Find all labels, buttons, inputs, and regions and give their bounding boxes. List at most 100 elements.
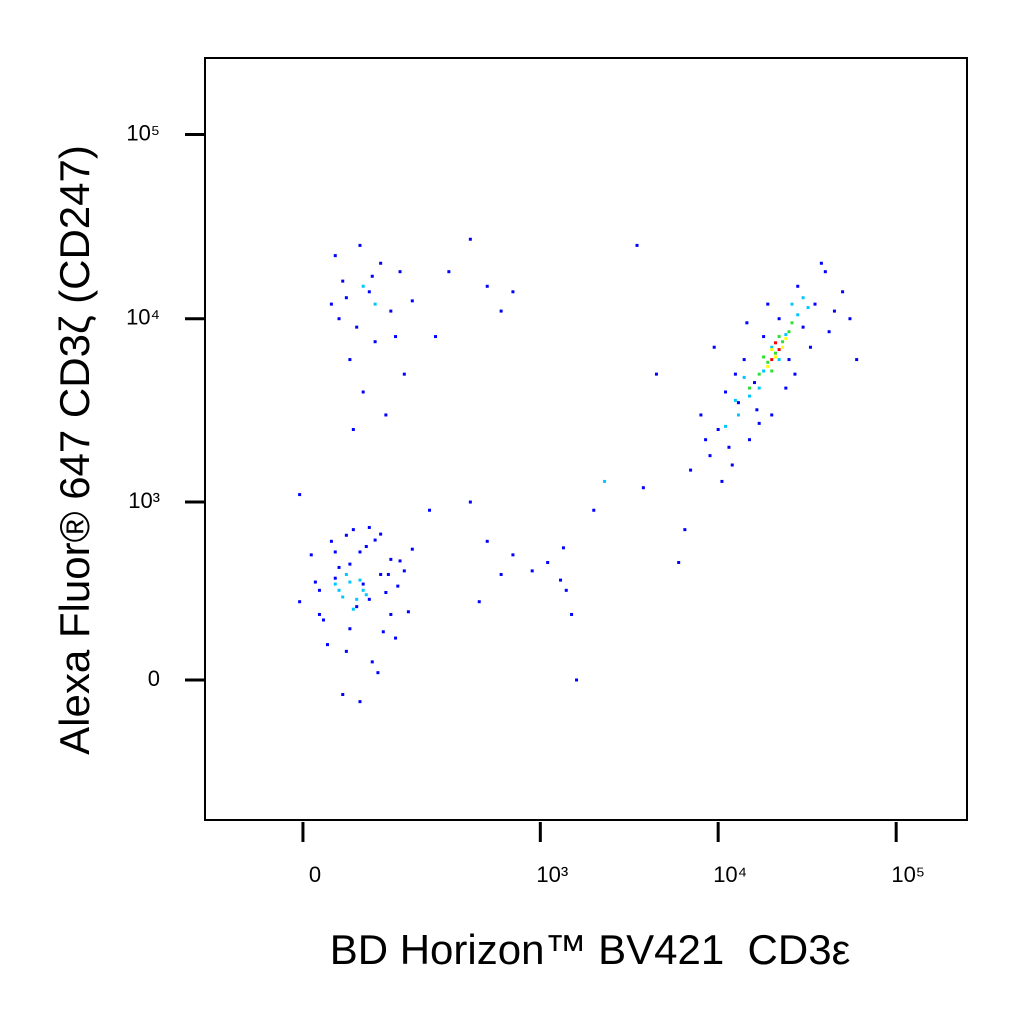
point xyxy=(766,365,770,369)
point xyxy=(777,358,781,362)
point xyxy=(355,325,359,329)
point xyxy=(341,279,345,283)
point xyxy=(781,345,785,349)
point xyxy=(784,386,788,390)
point xyxy=(402,569,406,573)
x-tick-label: 0 xyxy=(309,862,321,887)
point xyxy=(351,528,355,532)
point xyxy=(351,607,355,611)
point xyxy=(755,408,759,412)
point xyxy=(398,270,402,274)
point xyxy=(762,369,766,373)
point xyxy=(745,321,749,325)
point xyxy=(373,340,377,344)
point xyxy=(396,584,400,588)
point xyxy=(364,544,368,548)
point xyxy=(575,678,579,682)
point xyxy=(333,550,337,554)
point xyxy=(499,309,503,313)
point xyxy=(752,381,756,385)
point xyxy=(801,296,805,300)
x-tick-label: 10⁴ xyxy=(713,862,747,887)
point xyxy=(748,386,752,390)
point xyxy=(370,660,374,664)
point xyxy=(379,532,383,536)
y-axis-title: Alexa Fluor® 647 CD3ζ (CD247) xyxy=(51,145,98,755)
point xyxy=(325,643,329,647)
point xyxy=(361,582,365,586)
point xyxy=(742,358,746,362)
point xyxy=(727,445,731,449)
point xyxy=(344,572,348,576)
point xyxy=(364,593,368,597)
point xyxy=(635,243,639,247)
point xyxy=(384,413,388,417)
point xyxy=(813,302,817,306)
point xyxy=(770,358,774,362)
y-tick-label: 0 xyxy=(148,666,160,691)
point xyxy=(337,588,341,592)
point xyxy=(447,270,451,274)
point xyxy=(337,317,341,321)
point xyxy=(499,572,503,576)
point xyxy=(784,333,788,337)
point xyxy=(348,562,352,566)
point xyxy=(358,578,362,582)
point xyxy=(355,605,359,609)
point xyxy=(379,572,383,576)
point xyxy=(351,428,355,432)
point xyxy=(546,561,550,565)
point xyxy=(398,559,402,563)
x-tick-label: 10⁵ xyxy=(891,862,925,887)
point xyxy=(329,539,333,543)
point xyxy=(358,550,362,554)
point xyxy=(313,580,317,584)
point xyxy=(344,649,348,653)
point xyxy=(793,372,797,376)
point xyxy=(683,528,687,532)
point xyxy=(801,325,805,329)
point xyxy=(781,340,785,344)
point xyxy=(790,321,794,325)
point xyxy=(317,588,321,592)
point xyxy=(823,270,827,274)
plot-frame xyxy=(204,57,968,821)
point xyxy=(724,390,728,394)
point xyxy=(379,261,383,265)
point xyxy=(716,428,720,432)
point xyxy=(348,358,352,362)
point xyxy=(477,600,481,604)
point xyxy=(766,360,770,364)
point xyxy=(333,254,337,258)
point xyxy=(787,358,791,362)
point xyxy=(736,401,740,405)
point xyxy=(361,588,365,592)
point xyxy=(592,508,596,512)
point xyxy=(376,671,380,675)
point xyxy=(654,372,658,376)
point xyxy=(774,351,778,355)
point xyxy=(358,243,362,247)
point xyxy=(344,296,348,300)
point xyxy=(796,284,800,288)
point xyxy=(367,597,371,601)
point xyxy=(410,547,414,551)
point xyxy=(394,636,398,640)
x-axis-title: BD Horizon™ BV421 CD3ε xyxy=(330,926,851,973)
point xyxy=(699,413,703,417)
point xyxy=(757,386,761,390)
point xyxy=(724,424,728,428)
point xyxy=(410,299,414,303)
point xyxy=(298,600,302,604)
y-tick-label: 10⁴ xyxy=(126,305,160,330)
point xyxy=(389,557,393,561)
point xyxy=(774,355,778,359)
point xyxy=(766,302,770,306)
point xyxy=(321,618,325,622)
point xyxy=(720,479,724,483)
point xyxy=(790,302,794,306)
point xyxy=(757,372,761,376)
point xyxy=(742,375,746,379)
point xyxy=(808,345,812,349)
point xyxy=(730,463,734,467)
